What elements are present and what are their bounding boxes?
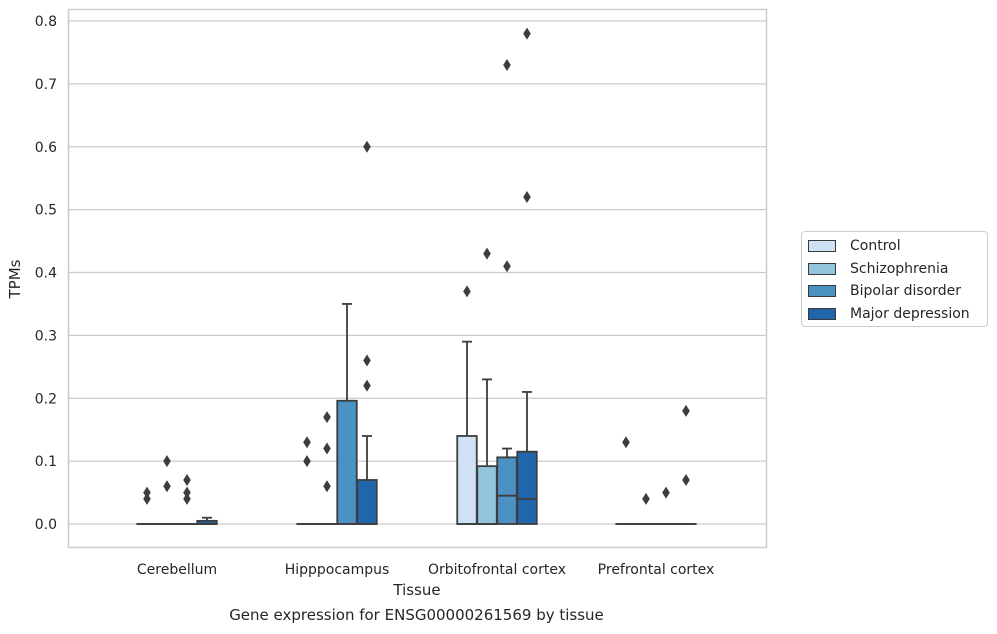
figure-caption: Gene expression for ENSG00000261569 by t… [229,606,604,624]
outlier-point [523,191,531,204]
y-tick-label: 0.5 [35,203,57,219]
x-tick-label: Hipppocampus [285,562,390,578]
y-axis-ticks: 0.0 0.1 0.2 0.3 0.4 0.5 0.6 0.7 0.8 [35,14,57,533]
x-axis-ticks: Cerebellum Hipppocampus Orbitofrontal cort… [137,562,714,578]
x-tick-label: Prefrontal cortex [598,562,715,578]
outlier-point [483,247,491,260]
box-series [136,27,697,525]
box-major-depression [675,404,697,525]
box-body [456,435,478,525]
y-tick-label: 0.4 [35,266,57,282]
outlier-point [523,27,531,40]
x-tick-label: Orbitofrontal cortex [428,562,566,578]
box-body [476,465,498,525]
legend-label: Control [850,238,901,254]
box-body [516,450,538,525]
box-control [456,285,478,525]
y-axis-title: TPMs [6,259,24,299]
outlier-point [463,285,471,298]
legend-item: Bipolar disorder [808,282,961,300]
x-axis-title: Tissue [392,581,440,599]
legend-item: Major depression [808,305,970,323]
box-schizophrenia [156,455,178,525]
outlier-point [503,59,511,72]
box-body [496,456,518,525]
box-schizophrenia [316,411,338,525]
legend-label: Bipolar disorder [850,283,962,299]
box-schizophrenia [476,247,498,525]
outlier-point [163,480,171,493]
outlier-point [183,473,191,486]
outlier-point [323,442,331,455]
legend-label: Major depression [850,305,970,322]
gridlines [68,20,766,525]
box-control [296,436,318,525]
outlier-point [642,492,650,505]
outlier-point [183,492,191,505]
legend-label: Schizophrenia [850,260,949,277]
box-body [356,479,378,525]
box-control [615,436,637,525]
legend-item: Control [808,237,901,255]
box-bipolar-disorder [655,486,677,525]
box-major-depression [356,140,378,525]
outlier-point [622,436,630,449]
outlier-point [682,473,690,486]
box-control [136,486,158,525]
outlier-point [143,492,151,505]
box-bipolar-disorder [176,473,198,525]
x-tick-label: Cerebellum [137,562,217,578]
outlier-point [163,455,171,468]
outlier-point [183,486,191,499]
legend-swatch [808,240,836,252]
outlier-point [303,436,311,449]
legend-swatch [808,285,836,297]
y-tick-label: 0.0 [35,517,57,533]
outlier-point [682,404,690,417]
outlier-point [143,486,151,499]
y-tick-label: 0.1 [35,454,57,470]
y-tick-label: 0.2 [35,391,57,407]
legend-swatch [808,307,836,320]
plot-frame [67,8,768,549]
legend-swatch [808,262,836,275]
outlier-point [363,379,371,392]
box-major-depression [516,27,538,525]
legend: Control Schizophrenia Bipolar disorder Majo… [801,231,988,327]
outlier-point [323,411,331,424]
y-tick-label: 0.3 [35,328,57,344]
outlier-point [363,140,371,153]
box-bipolar-disorder [336,303,358,525]
legend-item: Schizophrenia [808,260,948,278]
outlier-point [363,354,371,367]
box-major-depression [196,516,218,525]
outlier-point [503,260,511,273]
y-tick-label: 0.7 [35,77,57,93]
outlier-point [323,480,331,493]
box-schizophrenia [635,492,657,525]
box-body [336,399,358,525]
outlier-point [303,455,311,468]
y-tick-label: 0.6 [35,140,57,156]
outlier-point [662,486,670,499]
y-tick-label: 0.8 [35,14,57,30]
box-bipolar-disorder [496,59,518,525]
